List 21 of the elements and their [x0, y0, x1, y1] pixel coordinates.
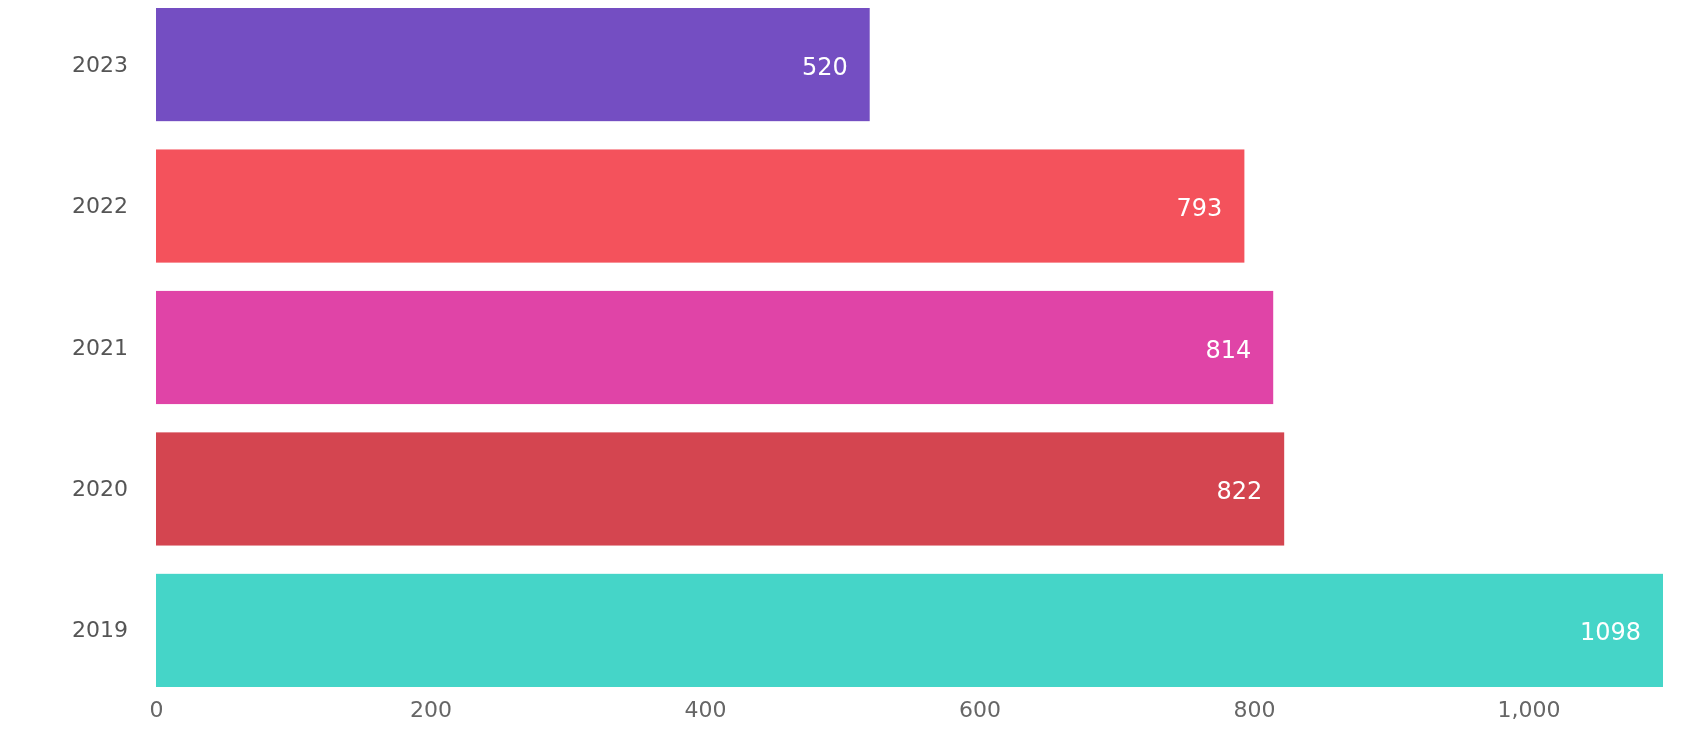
data-label: 793: [1176, 194, 1223, 223]
y-tick-label: 2020: [72, 476, 128, 501]
y-tick-label: 2023: [72, 51, 128, 77]
x-tick-label: 1,000: [1497, 696, 1561, 722]
x-tick-label: 0: [149, 696, 164, 722]
x-tick-label: 600: [959, 696, 1001, 722]
x-tick-label: 800: [1233, 696, 1276, 722]
y-tick-label: 2021: [72, 334, 128, 360]
data-label: 1098: [1579, 618, 1641, 647]
bar: [156, 432, 1285, 546]
bar: [156, 290, 1274, 405]
data-label: 814: [1205, 335, 1252, 364]
y-tick-label: 2022: [72, 193, 128, 219]
data-label: 520: [801, 52, 848, 81]
data-label: 822: [1216, 476, 1263, 505]
bar: [156, 149, 1245, 263]
bar: [156, 8, 870, 122]
x-tick-label: 400: [684, 696, 727, 722]
y-tick-label: 2019: [72, 617, 128, 643]
x-tick-label: 200: [410, 696, 452, 722]
bar: [156, 573, 1663, 687]
